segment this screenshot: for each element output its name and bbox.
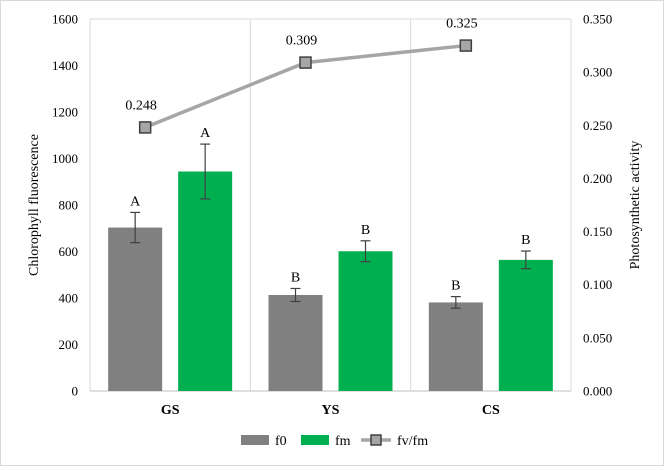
x-category-label: YS [322,403,340,418]
y2-tick-label: 0.150 [583,224,612,239]
bar-fm [338,251,393,391]
y-tick-label: 200 [59,337,79,352]
line-data-label: 0.248 [125,98,157,113]
significance-label: B [521,233,530,248]
line-marker [299,56,312,69]
significance-label: A [130,194,141,209]
legend-label: fm [335,434,351,449]
bar-f0 [428,302,483,391]
legend-swatch-fm [301,435,329,445]
grid-layer [89,18,572,392]
y-axis-title: Chlorophyll fluorescence [27,134,42,276]
text-layer: 0 200 400 600 800 1000 1200 1400 1600 0.000 0.050 0… [27,12,643,419]
y2-tick-label: 0.350 [583,12,612,27]
y2-tick-label: 0.200 [583,171,612,186]
y-tick-label: 400 [59,291,79,306]
y2-tick-label: 0.050 [583,330,612,345]
y-tick-label: 1600 [52,12,78,27]
legend-label: fv/fm [397,434,428,449]
line-layer [138,39,473,134]
legend-label: f0 [275,434,287,449]
y-tick-label: 1200 [52,105,78,120]
legend-swatch-f0 [241,435,269,445]
legend-marker [370,434,382,446]
line-marker [459,39,473,52]
y-tick-label: 1400 [52,58,78,73]
significance-label: B [361,223,370,238]
y2-tick-label: 0.250 [583,118,612,133]
x-category-label: CS [482,403,500,418]
line-data-label: 0.325 [446,17,478,32]
bar-fm [178,171,233,391]
y-tick-label: 600 [59,244,79,259]
bars-layer [108,143,553,391]
bar-f0 [108,227,163,391]
bar-f0 [268,294,323,391]
significance-label: B [451,279,460,294]
legend-layer: f0 fm fv/fm [241,434,428,449]
y-tick-label: 0 [72,384,79,399]
y-tick-label: 1000 [52,151,78,166]
significance-label: A [200,126,211,141]
y2-tick-label: 0.300 [583,65,612,80]
y2-tick-label: 0.000 [583,384,612,399]
line-data-label: 0.309 [286,34,318,49]
y2-tick-label: 0.100 [583,277,612,292]
y2-axis-title: Photosynthetic activity [628,141,643,270]
line-marker [138,121,152,134]
y-tick-label: 800 [59,198,79,213]
bar-fm [498,259,553,391]
significance-label: B [291,270,300,285]
x-category-label: GS [161,403,180,418]
